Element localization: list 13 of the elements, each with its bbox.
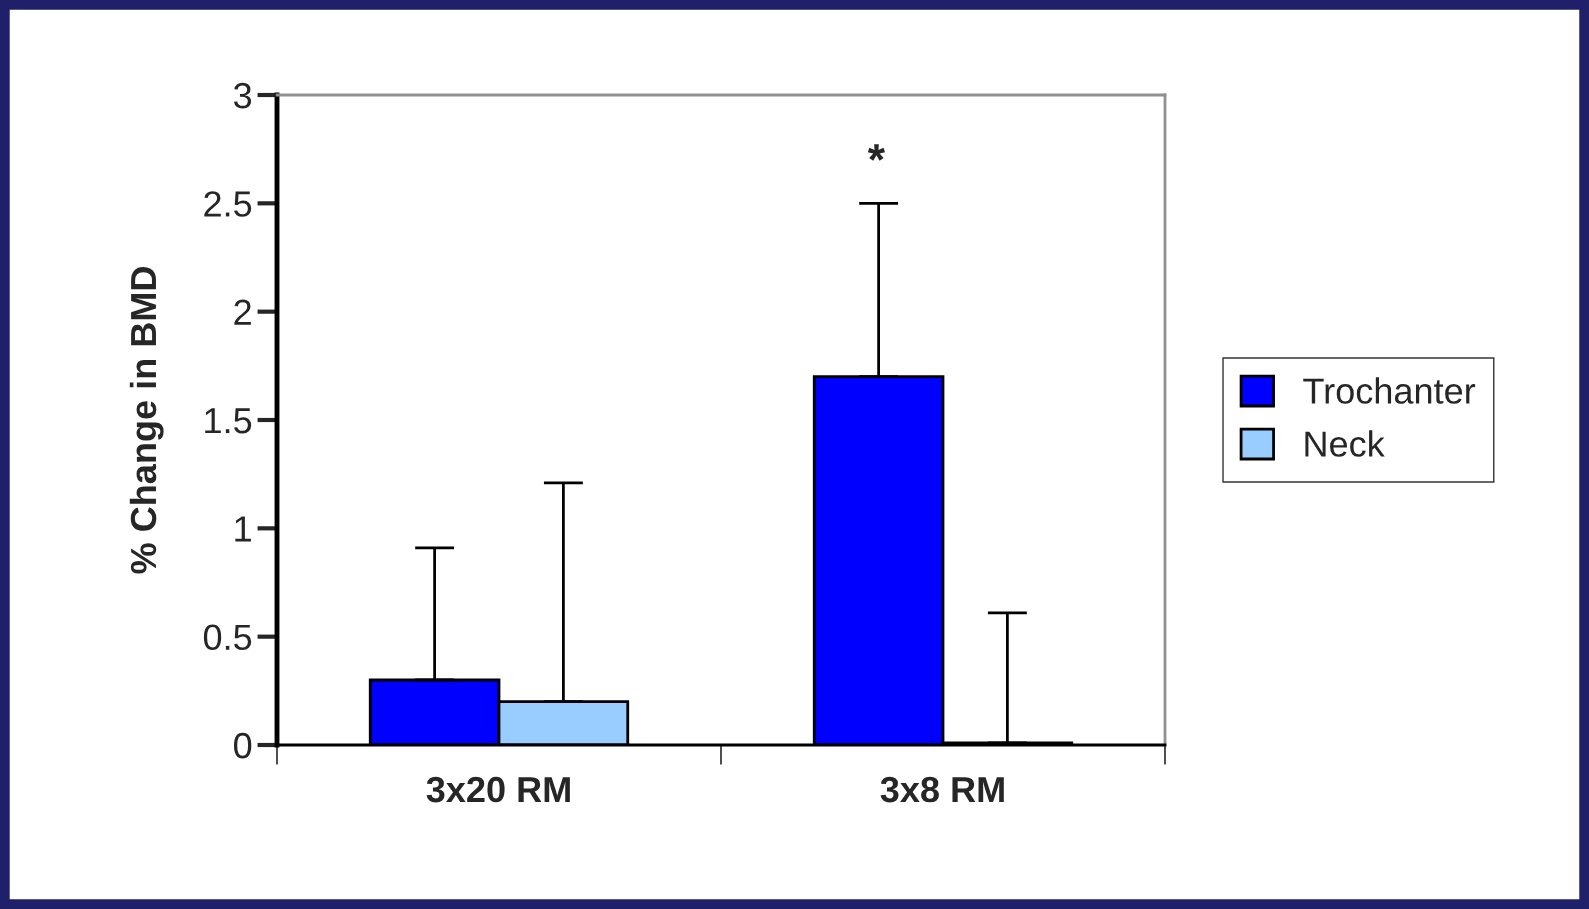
y-axis-title: % Change in BMD — [129, 267, 164, 574]
legend-label: Neck — [1305, 430, 1385, 457]
legend-label: Trochanter — [1303, 377, 1476, 404]
y-tick-label: 0 — [234, 732, 252, 759]
y-tick-label: 1.5 — [205, 408, 252, 434]
y-tick-label: 3 — [233, 82, 252, 109]
y-tick-label: 2.5 — [204, 191, 252, 217]
y-tick-label: 0.5 — [203, 624, 252, 651]
y-tick-label: 1 — [235, 516, 251, 542]
annotation: * — [867, 144, 885, 161]
x-tick-label: 3x20 RM — [426, 776, 570, 803]
x-tick-label: 3x8 RM — [880, 776, 1004, 803]
y-tick-label: 2 — [234, 299, 251, 325]
